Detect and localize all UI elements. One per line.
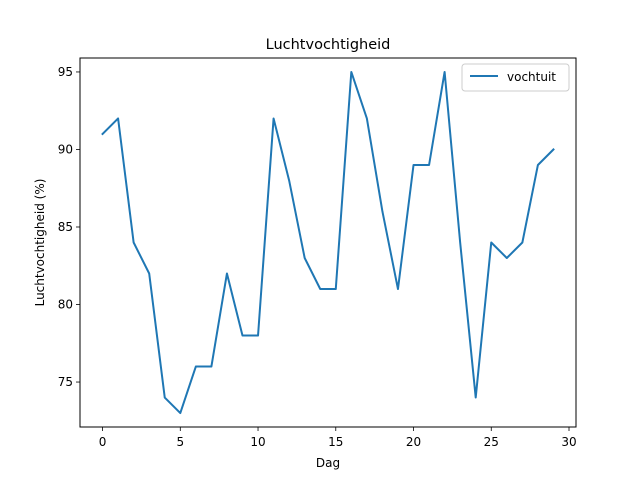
x-tick-label: 20 [406,435,421,449]
legend-box [461,63,570,92]
y-axis-ticks: 75 80 85 90 95 [58,65,80,389]
series-layer [101,70,555,415]
y-axis-title: Luchtvochtigheid (%) [33,179,47,307]
plot-background [80,58,576,427]
x-tick-label: 10 [250,435,265,449]
y-tick-label: 85 [58,220,73,234]
x-tick-label: 0 [99,435,107,449]
x-tick-label: 25 [484,435,499,449]
series-line-vochtuit [101,70,555,415]
y-tick-label: 75 [58,375,73,389]
x-tick-label: 5 [176,435,184,449]
plot-frame [79,57,577,428]
x-axis-title: Dag [316,456,340,470]
x-axis-ticks: 0 5 10 15 20 25 30 [99,427,577,449]
y-tick-label: 90 [58,142,73,156]
x-tick-label: 30 [561,435,576,449]
x-tick-label: 15 [328,435,343,449]
legend: vochtuit [461,63,570,92]
legend-label: vochtuit [507,70,556,84]
y-tick-label: 80 [58,298,73,312]
chart-title: Luchtvochtigheid [266,37,391,53]
y-tick-label: 95 [58,65,73,79]
